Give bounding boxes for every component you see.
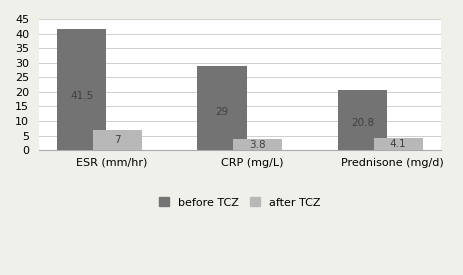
Bar (57, 29, 106, 150)
Text: 41.5: 41.5 (70, 91, 93, 101)
Legend: before TCZ, after TCZ: before TCZ, after TCZ (159, 197, 320, 208)
Text: 4.1: 4.1 (389, 139, 406, 149)
Bar (373, 138, 422, 150)
Text: 29: 29 (215, 107, 228, 117)
Bar (197, 66, 246, 150)
Bar (337, 90, 386, 150)
Bar (233, 139, 282, 150)
Text: 7: 7 (114, 135, 120, 145)
Bar (93, 130, 142, 150)
Text: 20.8: 20.8 (350, 118, 373, 128)
Text: 3.8: 3.8 (249, 140, 265, 150)
